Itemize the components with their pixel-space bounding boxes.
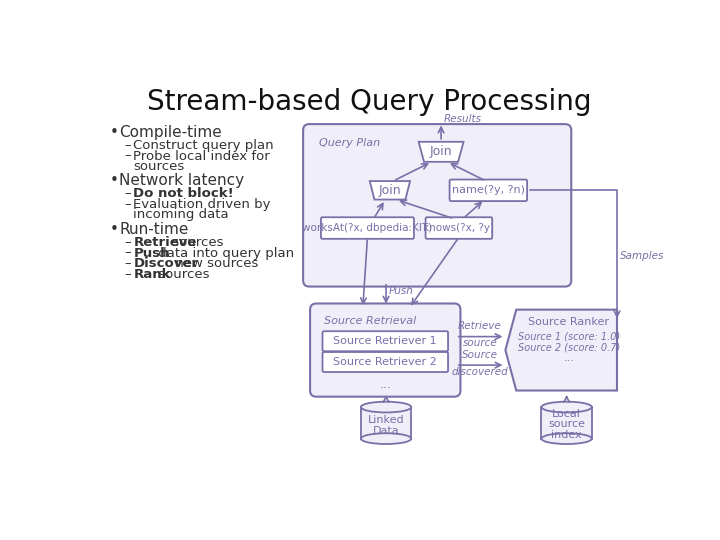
Text: Join: Join: [379, 184, 401, 197]
Text: Probe local index for: Probe local index for: [133, 150, 270, 163]
Text: sources: sources: [168, 236, 223, 249]
Text: ...: ...: [564, 353, 575, 363]
FancyBboxPatch shape: [321, 217, 414, 239]
Text: –: –: [124, 187, 131, 200]
Text: new sources: new sources: [171, 257, 258, 271]
Text: Source 1 (score: 1.0): Source 1 (score: 1.0): [518, 331, 620, 341]
Text: worksAt(?x, dbpedia:KIT): worksAt(?x, dbpedia:KIT): [302, 223, 433, 233]
FancyBboxPatch shape: [361, 407, 411, 438]
Text: source: source: [548, 420, 585, 429]
Text: Push: Push: [389, 286, 414, 296]
Text: name(?y, ?n): name(?y, ?n): [452, 185, 525, 195]
FancyBboxPatch shape: [541, 407, 592, 438]
FancyBboxPatch shape: [310, 303, 461, 397]
Text: source: source: [462, 338, 498, 348]
Text: Samples: Samples: [620, 251, 665, 261]
Ellipse shape: [541, 433, 592, 444]
Text: Join: Join: [430, 145, 452, 158]
Text: Push: Push: [133, 247, 170, 260]
Polygon shape: [418, 142, 464, 162]
FancyBboxPatch shape: [449, 179, 527, 201]
Text: Stream-based Query Processing: Stream-based Query Processing: [147, 88, 591, 116]
Text: •: •: [110, 125, 119, 140]
Text: sources: sources: [133, 159, 184, 172]
Text: Rank: Rank: [133, 268, 171, 281]
Polygon shape: [370, 181, 410, 200]
FancyBboxPatch shape: [303, 124, 571, 287]
Ellipse shape: [361, 402, 411, 413]
Text: Source Retriever 2: Source Retriever 2: [333, 357, 437, 367]
Text: Linked: Linked: [368, 415, 405, 425]
Text: index: index: [552, 430, 582, 440]
Text: •: •: [110, 222, 119, 237]
Polygon shape: [505, 309, 617, 390]
Text: Network latency: Network latency: [120, 173, 245, 188]
Text: –: –: [124, 247, 131, 260]
FancyBboxPatch shape: [323, 331, 448, 351]
Text: Retrieve: Retrieve: [458, 321, 502, 331]
Text: Data: Data: [373, 426, 400, 436]
Text: ...: ...: [379, 378, 391, 391]
Text: –: –: [124, 198, 131, 211]
Text: Run-time: Run-time: [120, 222, 189, 237]
FancyBboxPatch shape: [323, 352, 448, 372]
FancyBboxPatch shape: [426, 217, 492, 239]
Text: Do not block!: Do not block!: [133, 187, 234, 200]
Text: •: •: [110, 173, 119, 188]
Text: Construct query plan: Construct query plan: [133, 139, 274, 152]
Text: Source Retrieval: Source Retrieval: [324, 316, 416, 326]
Text: data into query plan: data into query plan: [154, 247, 294, 260]
Text: Query Plan: Query Plan: [319, 138, 379, 148]
Text: –: –: [124, 236, 131, 249]
Text: –: –: [124, 150, 131, 163]
Text: Retrieve: Retrieve: [133, 236, 197, 249]
Text: –: –: [124, 257, 131, 271]
Text: –: –: [124, 268, 131, 281]
Text: Evaluation driven by: Evaluation driven by: [133, 198, 271, 211]
Text: Source Ranker: Source Ranker: [528, 318, 609, 327]
Ellipse shape: [541, 402, 592, 413]
Text: Discover: Discover: [133, 257, 199, 271]
Text: Compile-time: Compile-time: [120, 125, 222, 140]
Text: Source: Source: [462, 350, 498, 360]
Text: sources: sources: [153, 268, 209, 281]
Text: incoming data: incoming data: [133, 208, 229, 221]
Text: discovered: discovered: [451, 367, 508, 376]
Text: –: –: [124, 139, 131, 152]
Text: Results: Results: [444, 114, 482, 124]
Text: Source Retriever 1: Source Retriever 1: [333, 336, 437, 346]
Ellipse shape: [361, 433, 411, 444]
Text: knows(?x, ?y): knows(?x, ?y): [423, 223, 495, 233]
Text: Source 2 (score: 0.7): Source 2 (score: 0.7): [518, 342, 620, 352]
Text: Local: Local: [552, 409, 581, 419]
